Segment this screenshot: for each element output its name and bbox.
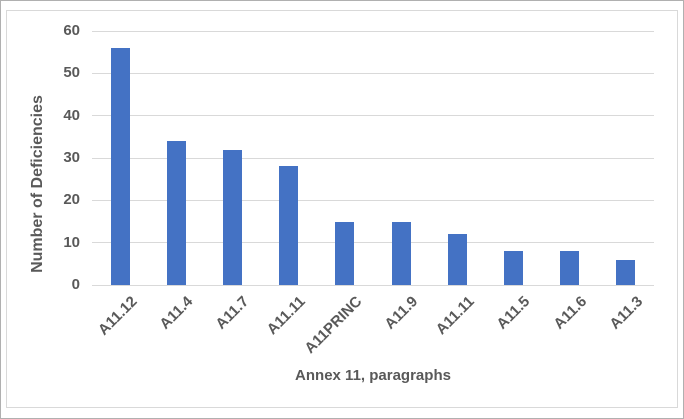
x-tick-label-A11.3: A11.3 — [606, 293, 646, 333]
y-tick-label-40: 40 — [63, 106, 80, 124]
bar-A11.3 — [616, 259, 636, 285]
gridline-50 — [92, 72, 654, 74]
x-tick-label-A11.11: A11.11 — [263, 293, 309, 339]
x-axis-title: Annex 11, paragraphs — [295, 367, 451, 384]
bar-A11.11 — [279, 166, 299, 285]
bar-A11.12 — [110, 47, 130, 285]
bar-A11.4 — [166, 141, 186, 285]
gridline-20 — [92, 199, 654, 201]
x-tick-label-A11.6: A11.6 — [549, 293, 590, 333]
y-tick-label-10: 10 — [63, 233, 80, 251]
gridline-10 — [92, 242, 654, 244]
x-tick-label-A11.4: A11.4 — [156, 293, 197, 333]
gridline-60 — [92, 30, 654, 32]
y-tick-label-50: 50 — [63, 64, 80, 82]
bar-A11.6 — [560, 251, 580, 285]
y-tick-label-60: 60 — [63, 22, 80, 39]
bar-A11.5 — [504, 251, 523, 285]
gridline-0 — [92, 284, 654, 286]
x-tick-label-A11.9: A11.9 — [381, 293, 422, 333]
bar-A11PRINC — [335, 221, 355, 285]
x-tick-label-A11PRINC: A11PRINC — [301, 293, 365, 357]
x-tick-label-A11.7: A11.7 — [212, 293, 253, 333]
gridline-40 — [92, 115, 654, 117]
y-tick-label-20: 20 — [63, 191, 80, 209]
bar-chart: Number of Deficiencies 0 10 20 30 40 50 60 A11… — [6, 10, 678, 408]
y-tick-label-30: 30 — [63, 149, 80, 166]
x-tick-label-A11.5: A11.5 — [493, 293, 534, 333]
bar-A11.9 — [391, 221, 411, 285]
gridline-30 — [92, 157, 654, 159]
bar-A11.11 — [447, 234, 467, 285]
x-tick-label-A11.12: A11.12 — [94, 293, 141, 339]
y-tick-label-0: 0 — [71, 276, 80, 293]
plot-area — [92, 30, 654, 286]
x-tick-label-A11.11: A11.11 — [432, 293, 478, 339]
bar-A11.7 — [223, 149, 242, 285]
